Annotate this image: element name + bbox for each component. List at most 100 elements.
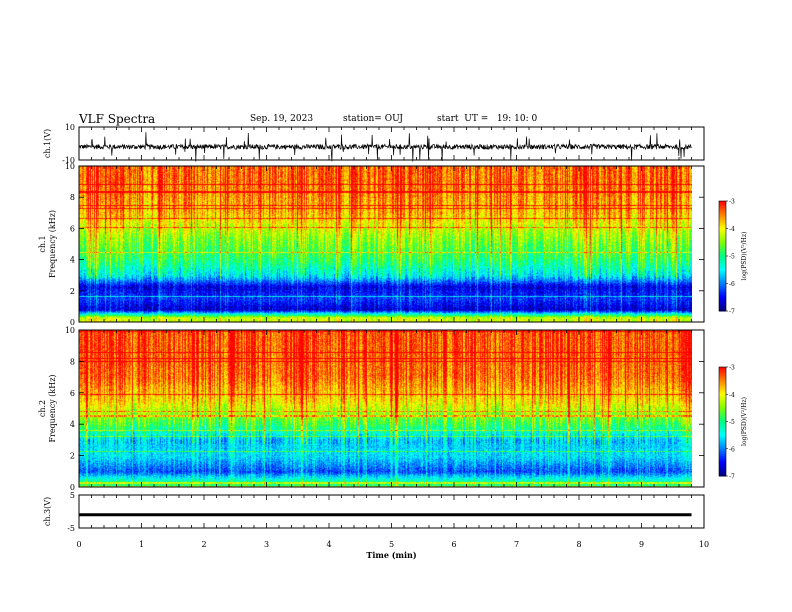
- colorbar-ch1-swatch: [719, 267, 726, 270]
- colorbar-ch2-tick-label: -5: [729, 419, 735, 426]
- colorbar-ch1-swatch: [719, 235, 726, 239]
- colorbar-ch1-swatch: [719, 296, 726, 299]
- ch3-y-tick-label: 5: [70, 491, 75, 500]
- colorbar-ch1-swatch: [719, 213, 726, 217]
- date-label: Sep. 19, 2023: [250, 114, 314, 124]
- colorbar-ch1-swatch: [719, 294, 726, 297]
- colorbar-ch1-swatch: [719, 246, 726, 250]
- colorbar-ch1-swatch: [719, 230, 726, 233]
- colorbar-ch1-swatch: [719, 309, 726, 312]
- colorbar-ch1-swatch: [719, 252, 726, 255]
- colorbar-ch1-swatch: [719, 276, 726, 279]
- colorbar-ch1-swatch: [719, 285, 726, 288]
- colorbar-ch1-tick-label: -6: [729, 281, 735, 288]
- colorbar-ch2-swatch: [719, 468, 726, 472]
- colorbar-ch1-swatch: [719, 245, 726, 248]
- colorbar-ch2-swatch: [719, 425, 726, 428]
- colorbar-ch2-swatch: [719, 456, 726, 459]
- ch2-freq-tick-label: 10: [65, 326, 75, 335]
- colorbar-ch2-swatch: [719, 441, 726, 444]
- colorbar-ch1-swatch: [719, 287, 726, 290]
- colorbar-ch1-swatch: [719, 263, 726, 266]
- ch1-freq-tick-label: 2: [70, 287, 75, 296]
- axes-layer: [78, 126, 728, 529]
- colorbar-ch1-tick-label: -4: [729, 226, 735, 233]
- colorbar-ch2-swatch: [719, 448, 726, 452]
- figure-title: VLF Spectra: [79, 112, 156, 126]
- colorbar-ch1-swatch: [719, 208, 726, 211]
- x-tick-label: 10: [699, 540, 709, 549]
- colorbar-ch2-swatch: [719, 405, 726, 408]
- colorbar-ch1-swatch: [719, 219, 726, 222]
- colorbar-ch2-swatch: [719, 399, 726, 403]
- colorbar-ch2-swatch: [719, 397, 726, 401]
- colorbar-ch1-swatch: [719, 234, 726, 237]
- colorbar-ch2-swatch: [719, 436, 726, 439]
- colorbar-ch1-swatch: [719, 279, 726, 283]
- colorbar-ch2-swatch: [719, 457, 726, 461]
- colorbar-ch1-swatch: [719, 292, 726, 295]
- colorbar-ch1-swatch: [719, 248, 726, 251]
- colorbar-ch1-swatch: [719, 270, 726, 273]
- colorbar-ch2-swatch: [719, 459, 726, 462]
- colorbar-ch2-swatch: [719, 379, 726, 383]
- colorbar-ch1-swatch: [719, 243, 726, 246]
- colorbar-ch2-swatch: [719, 446, 726, 450]
- colorbar-ch1-swatch: [719, 290, 726, 294]
- colorbar-ch2-swatch: [719, 414, 726, 417]
- ch1-freq-tick-label: 4: [70, 256, 75, 265]
- colorbar-ch2-swatch: [719, 423, 726, 426]
- colorbar-ch2-swatch: [719, 381, 726, 384]
- colorbar-ch1-swatch: [719, 259, 726, 262]
- colorbar-ch2-swatch: [719, 383, 726, 386]
- colorbar-ch2-swatch: [719, 474, 726, 477]
- colorbar-ch1-swatch: [719, 232, 726, 235]
- x-tick-label: 5: [389, 540, 394, 549]
- colorbar-ch2-swatch: [719, 403, 726, 406]
- ch1-trace: [78, 132, 692, 162]
- colorbar-ch2-swatch: [719, 390, 726, 393]
- ch1-y-tick-label: -10: [62, 156, 75, 165]
- x-tick-label: 3: [264, 540, 269, 549]
- colorbar-ch2-swatch: [719, 426, 726, 430]
- x-tick-label: 0: [76, 540, 81, 549]
- colorbar-ch1-swatch: [719, 307, 726, 310]
- colorbar-ch2-swatch: [719, 445, 726, 448]
- ch3-ylabel: ch.3(V): [43, 497, 52, 526]
- colorbar-ch1-swatch: [719, 204, 726, 207]
- colorbar-ch1-tick-label: -3: [729, 199, 735, 206]
- colorbar-ch1-swatch: [719, 221, 726, 224]
- ch2-freq-tick-label: 4: [70, 420, 75, 429]
- ch2-freq-tick-label: 2: [70, 452, 75, 461]
- colorbar-ch1-swatch: [719, 256, 726, 259]
- colorbar-ch1-swatch: [719, 228, 726, 231]
- colorbar-ch1-swatch: [719, 278, 726, 281]
- ch1-ylabel: ch.1(V): [43, 129, 52, 158]
- colorbar-ch1-swatch: [719, 224, 726, 228]
- colorbar-ch2-swatch: [719, 454, 726, 457]
- x-axis-label: Time (min): [366, 550, 416, 560]
- colorbar-ch2-swatch: [719, 386, 726, 390]
- x-tick-label: 8: [576, 540, 581, 549]
- ch2-freq-tick-label: 6: [70, 389, 75, 398]
- colorbar-ch1-swatch: [719, 206, 726, 209]
- colorbar-ch1-swatch: [719, 268, 726, 272]
- colorbar-ch1-label: log(PSD)(V²/Hz): [741, 232, 748, 281]
- colorbar-ch2-swatch: [719, 450, 726, 453]
- colorbar-ch1-swatch: [719, 237, 726, 240]
- colorbar-ch2-swatch: [719, 421, 726, 424]
- ch1-freq-tick-label: 8: [70, 193, 75, 202]
- colorbar-ch2-swatch: [719, 452, 726, 455]
- colorbar-ch1-swatch: [719, 274, 726, 277]
- colorbar-ch2-swatch: [719, 428, 726, 432]
- colorbar-ch2-swatch: [719, 465, 726, 468]
- colorbar-ch2-swatch: [719, 388, 726, 392]
- colorbar-ch2-swatch: [719, 406, 726, 410]
- colorbar-ch2-swatch: [719, 367, 726, 370]
- colorbar-ch1-swatch: [719, 305, 726, 308]
- colorbar-ch2-swatch: [719, 372, 726, 375]
- x-tick-label: 7: [514, 540, 519, 549]
- ch1-freq-ylabel: Frequency (kHz): [48, 210, 57, 278]
- colorbar-ch2-swatch: [719, 461, 726, 464]
